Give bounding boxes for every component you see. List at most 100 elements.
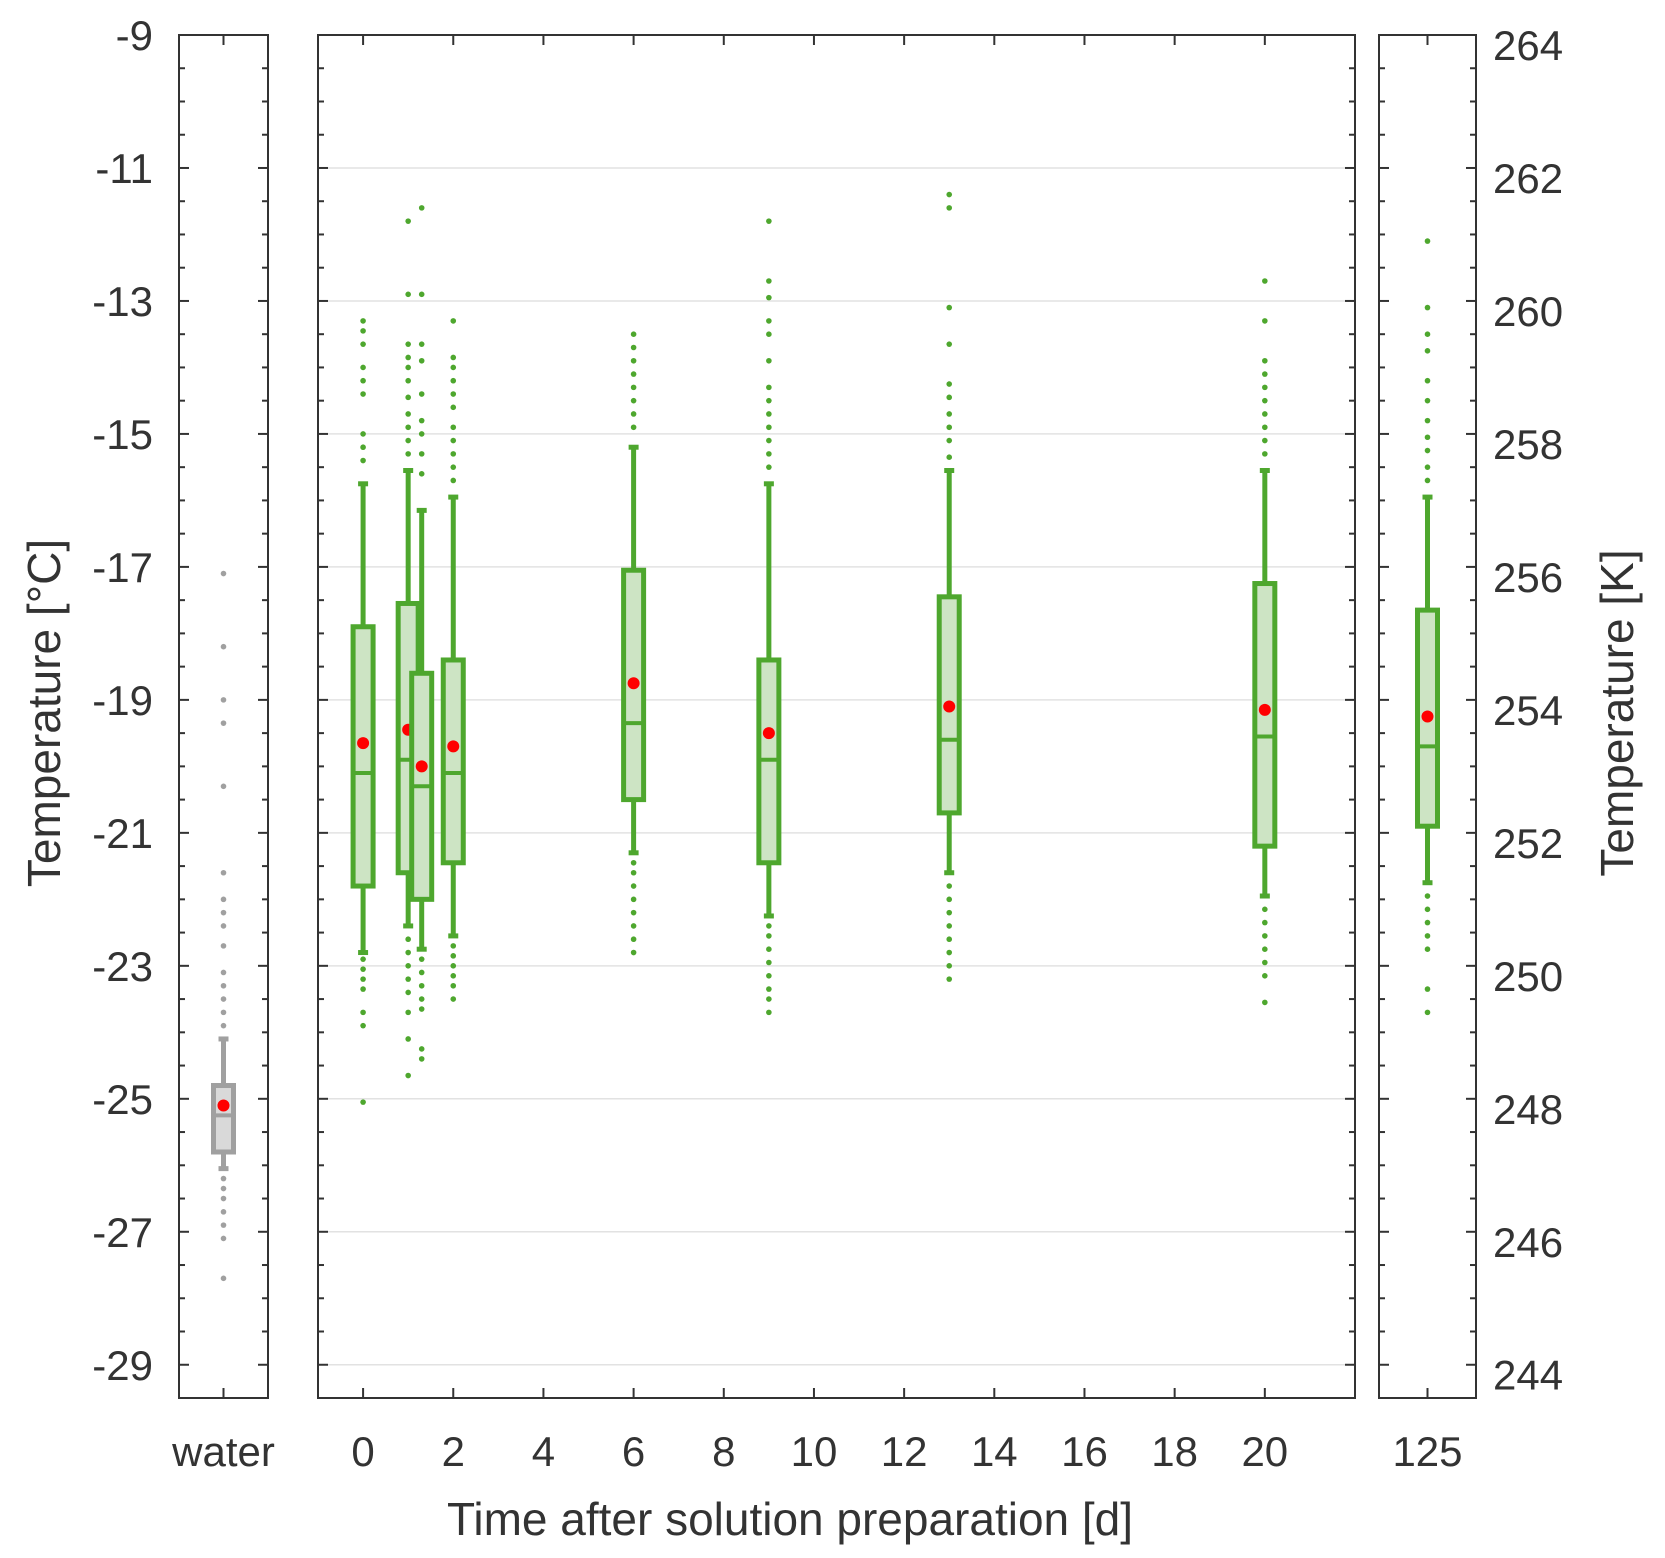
- panel-frame: [317, 34, 1356, 1399]
- outlier-point: [220, 697, 227, 703]
- outlier-point: [766, 411, 772, 417]
- outlier-point: [360, 956, 366, 962]
- outlier-point: [418, 205, 425, 211]
- outlier-point: [766, 933, 772, 939]
- outlier-point: [630, 923, 637, 929]
- box-iqr: [440, 657, 466, 866]
- outlier-point: [630, 344, 637, 351]
- outlier-point: [946, 883, 953, 889]
- outlier-point: [1424, 238, 1431, 244]
- outlier-point: [220, 969, 227, 976]
- mean-marker: [762, 727, 775, 740]
- x-axis-label: Time after solution preparation [d]: [447, 1493, 1133, 1545]
- outlier-point: [418, 1056, 425, 1062]
- outlier-point: [630, 331, 637, 337]
- x-tick-label: 4: [532, 1428, 555, 1475]
- x-tick-label: 2: [442, 1428, 465, 1475]
- outlier-point: [405, 1072, 411, 1079]
- outlier-point: [220, 1009, 227, 1016]
- outlier-point: [630, 371, 637, 377]
- outlier-point: [220, 720, 227, 726]
- outlier-point: [450, 364, 457, 371]
- outlier-point: [360, 377, 366, 384]
- outlier-point: [418, 417, 425, 424]
- outlier-point: [220, 1185, 227, 1192]
- y-tick-label-right: 254: [1493, 687, 1563, 734]
- outlier-point: [450, 404, 457, 411]
- y-tick-label-left: -29: [92, 1342, 153, 1389]
- box-0: [350, 318, 376, 1105]
- outlier-point: [1424, 417, 1431, 424]
- outlier-point: [450, 996, 457, 1002]
- outlier-point: [418, 451, 425, 457]
- mean-marker: [447, 740, 460, 753]
- outlier-point: [630, 424, 637, 431]
- outlier-point: [1424, 893, 1431, 899]
- outlier-point: [766, 986, 772, 992]
- mean-marker: [415, 760, 428, 773]
- outlier-point: [630, 896, 637, 903]
- outlier-point: [418, 341, 425, 347]
- y-tick-label-left: -25: [92, 1076, 153, 1123]
- outlier-point: [418, 391, 425, 397]
- outlier-point: [1424, 986, 1431, 992]
- outlier-point: [1262, 318, 1268, 324]
- outlier-point: [405, 963, 411, 969]
- outlier-point: [1262, 278, 1268, 284]
- box-2: [440, 318, 466, 1002]
- x-tick-label: 14: [971, 1428, 1018, 1475]
- panels-layer: [211, 191, 1440, 1282]
- y-tick-label-right: 246: [1493, 1219, 1563, 1266]
- outlier-point: [946, 424, 953, 431]
- outlier-point: [766, 331, 772, 337]
- y-tick-label-right: 262: [1493, 155, 1563, 202]
- outlier-point: [630, 384, 637, 391]
- box-iqr: [350, 624, 376, 889]
- outlier-point: [766, 384, 772, 391]
- outlier-point: [418, 291, 425, 298]
- outlier-point: [220, 996, 227, 1002]
- y-tick-label-left: -11: [95, 145, 153, 192]
- outlier-point: [360, 444, 366, 451]
- x-tick-label: 20: [1241, 1428, 1288, 1475]
- x-tick-label: 6: [622, 1428, 645, 1475]
- outlier-point: [220, 570, 227, 577]
- outlier-point: [450, 354, 457, 361]
- outlier-point: [1262, 437, 1268, 444]
- outlier-point: [220, 643, 227, 650]
- box-1: [395, 218, 421, 1079]
- outlier-point: [630, 949, 637, 956]
- outlier-point: [220, 783, 227, 790]
- outlier-point: [946, 949, 953, 956]
- box-water: [211, 570, 236, 1282]
- outlier-point: [220, 943, 227, 949]
- outlier-point: [220, 923, 227, 929]
- outlier-point: [766, 357, 772, 364]
- outlier-point: [220, 982, 227, 989]
- outlier-point: [1262, 973, 1268, 979]
- outlier-point: [405, 451, 411, 457]
- x-tick-label: 8: [712, 1428, 735, 1475]
- y-tick-label-left: -21: [92, 810, 153, 857]
- outlier-point: [630, 936, 637, 943]
- outlier-point: [418, 969, 425, 976]
- y-tick-label-left: -23: [92, 943, 153, 990]
- outlier-point: [418, 982, 425, 989]
- outlier-point: [766, 318, 772, 324]
- outlier-point: [766, 973, 772, 979]
- outlier-point: [450, 318, 457, 324]
- y-tick-label-right: 258: [1493, 421, 1563, 468]
- outlier-point: [418, 357, 425, 364]
- outlier-point: [1262, 451, 1268, 457]
- outlier-point: [405, 989, 411, 996]
- outlier-point: [220, 896, 227, 903]
- outlier-point: [450, 973, 457, 979]
- y-tick-label-right: 252: [1493, 820, 1563, 867]
- outlier-point: [1262, 959, 1268, 966]
- outlier-point: [766, 424, 772, 431]
- outlier-point: [946, 454, 953, 460]
- outlier-point: [1262, 919, 1268, 926]
- outlier-point: [360, 341, 366, 347]
- outlier-point: [220, 909, 227, 916]
